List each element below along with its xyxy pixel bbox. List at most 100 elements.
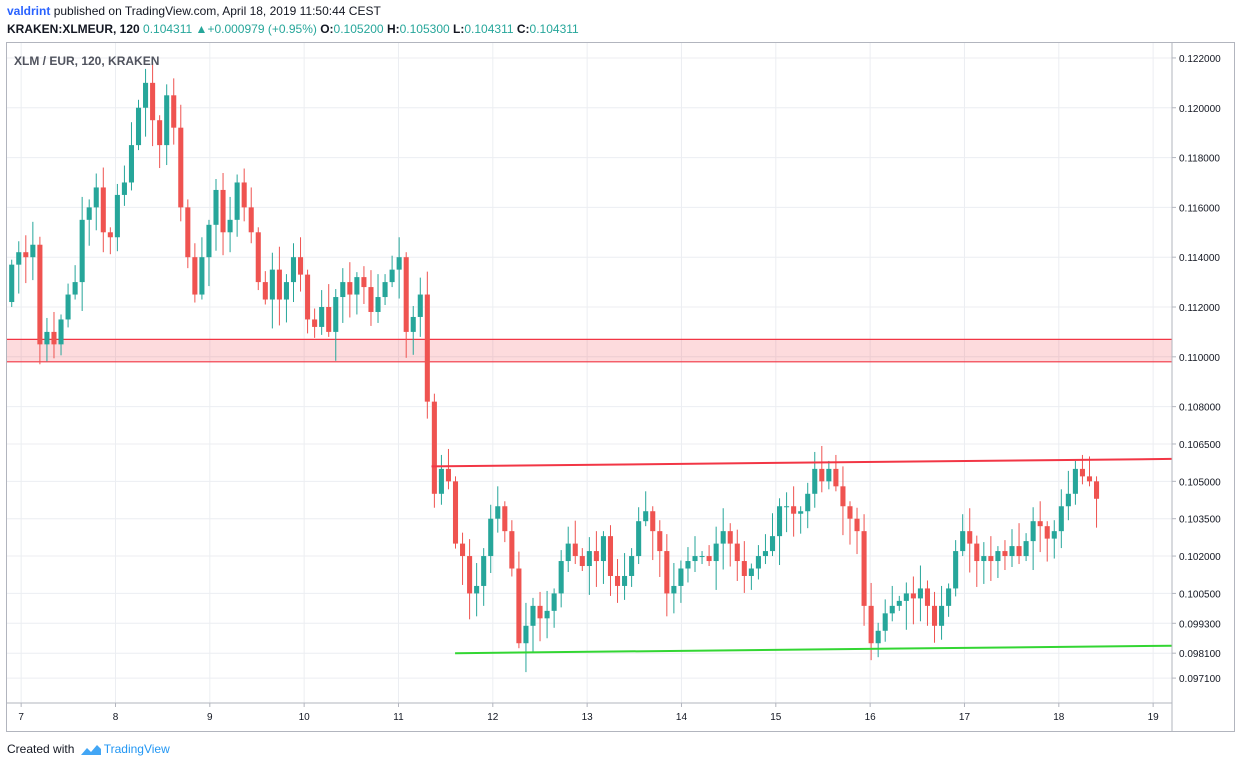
candle-body (1058, 506, 1064, 532)
candle-up (1072, 460, 1078, 505)
candle-down (924, 580, 931, 626)
candle-up (882, 599, 888, 642)
candle-body (1051, 531, 1057, 539)
candle-up (1030, 507, 1036, 571)
up-arrow-icon: ▲ (195, 22, 208, 36)
candle-body (51, 331, 57, 345)
candle-body (23, 252, 29, 258)
x-tick-label: 10 (299, 712, 311, 723)
x-tick-label: 16 (865, 712, 877, 723)
candle-body (805, 493, 811, 512)
candle-body (86, 207, 92, 220)
candle-up (586, 537, 592, 595)
candle-down (171, 78, 177, 145)
candle-up (199, 237, 205, 300)
candle-up (953, 540, 959, 597)
candle-up (333, 289, 339, 361)
candle-body (967, 531, 973, 544)
candle-body (65, 294, 71, 320)
open-value: 0.105200 (333, 22, 384, 36)
footer: Created with TradingView (7, 742, 170, 757)
candle-down (107, 227, 113, 255)
candle-down (326, 284, 332, 337)
candle-body (93, 187, 99, 208)
candle-up (544, 590, 550, 639)
price-axis: 0.122000 0.120000 0.118000 0.116000 0.114000… (1171, 43, 1221, 731)
candle-body (706, 556, 712, 562)
candle-body (995, 551, 1001, 562)
candle-down (593, 531, 599, 587)
candle-up (678, 560, 684, 603)
support-zone-fill (7, 339, 1172, 362)
y-tick-label: 0.103500 (1179, 515, 1221, 526)
trend-lines (431, 457, 1173, 655)
y-tick-label: 0.122000 (1179, 54, 1221, 65)
candle-body (79, 219, 85, 283)
candle-body (171, 95, 177, 128)
candle-body (607, 536, 614, 576)
candle-body (713, 543, 719, 562)
candle-body (565, 543, 571, 562)
candle-up (720, 508, 726, 570)
candle-body (58, 319, 64, 345)
candle-body (72, 282, 78, 295)
y-tick-label: 0.099300 (1179, 619, 1221, 630)
candle-up (396, 237, 402, 299)
candle-down (974, 535, 980, 587)
candle-body (1030, 521, 1036, 542)
candle-body (319, 307, 325, 327)
candle-body (495, 506, 501, 519)
candle-up (889, 585, 895, 622)
candle-up (699, 551, 705, 565)
candle-body (241, 182, 247, 208)
candle-body (953, 551, 959, 589)
candle-down (185, 199, 191, 269)
author-link[interactable]: valdrint (7, 4, 51, 18)
candle-body (276, 269, 282, 300)
candle-down (1044, 521, 1050, 562)
candle-body (297, 257, 304, 275)
candle-body (143, 82, 149, 108)
candle-up (995, 546, 1001, 578)
candle-body (37, 244, 43, 345)
candle-body (248, 207, 254, 233)
candle-down (347, 262, 353, 318)
high-value: 0.105300 (399, 22, 450, 36)
candle-body (551, 593, 557, 611)
candle-body (262, 282, 268, 300)
candle-body (114, 194, 120, 238)
candle-body (44, 331, 50, 345)
candle-body (417, 294, 423, 317)
candle-down (150, 62, 156, 147)
candle-body (748, 568, 754, 576)
candle-up (629, 548, 635, 587)
candle-body (854, 518, 860, 532)
candle-up (417, 277, 423, 337)
candle-up (671, 563, 677, 614)
candle-body (798, 511, 804, 514)
candle-down (276, 246, 282, 326)
candle-body (396, 257, 402, 270)
candle-up (530, 597, 536, 652)
candle-down (572, 520, 578, 565)
candle-body (755, 556, 761, 569)
candle-down (220, 173, 226, 256)
candle-body (1065, 493, 1071, 507)
x-tick-label: 7 (18, 712, 24, 723)
candle-down (23, 235, 29, 284)
footer-text: Created with (7, 742, 75, 756)
candle-body (699, 556, 705, 558)
candle-up (903, 582, 909, 630)
candle-down (791, 486, 797, 537)
candle-down (241, 168, 247, 222)
candle-up (523, 602, 529, 673)
candle-body (361, 277, 367, 288)
brand-link[interactable]: TradingView (103, 742, 170, 756)
candle-down (502, 501, 508, 543)
candle-down (460, 532, 466, 585)
candle-body (1086, 476, 1093, 482)
candle-body (460, 543, 466, 557)
candle-body (882, 613, 888, 631)
candle-body (558, 561, 564, 594)
